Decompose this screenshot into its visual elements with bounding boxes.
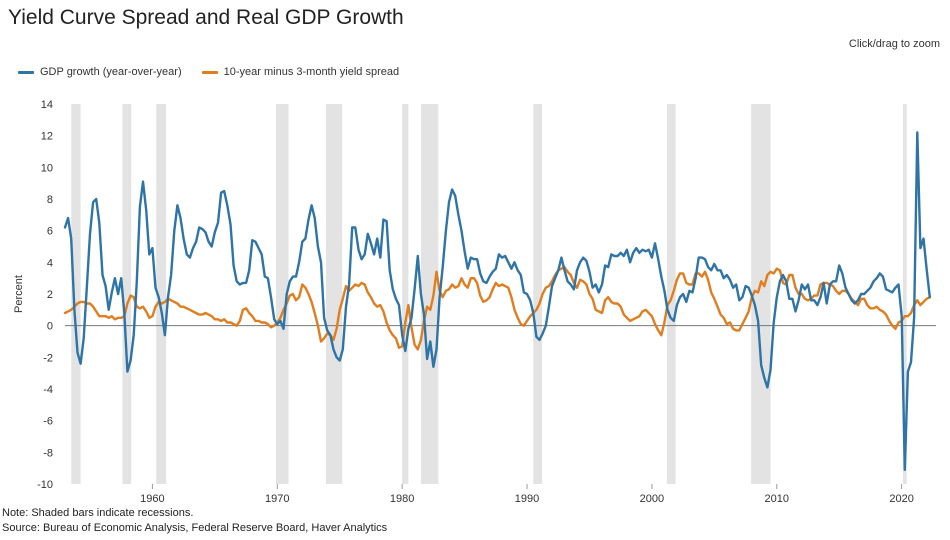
recession-bar-0: [71, 104, 81, 484]
footer-source: Source: Bureau of Economic Analysis, Fed…: [2, 522, 388, 534]
y-tick-label: -8: [43, 447, 53, 459]
y-tick-label: -6: [43, 416, 53, 428]
y-tick-label: -2: [43, 352, 53, 364]
x-axis: 1960 1970 1980 1990 2000 2010 2020: [140, 484, 914, 505]
legend-item-gdp[interactable]: GDP growth (year-over-year): [18, 66, 182, 78]
x-tick-label: 1960: [140, 493, 164, 505]
recession-bar-3: [276, 104, 289, 484]
recession-bar-1: [122, 104, 132, 484]
x-tick-label: 1980: [390, 493, 414, 505]
y-axis: -10 -8 -6 -4 -2 0 2 4 6 8 10 12 14: [37, 99, 53, 491]
y-tick-label: 10: [41, 162, 53, 174]
recession-bar-10: [902, 104, 907, 484]
y-tick-label: -4: [43, 384, 53, 396]
legend-label-spread: 10-year minus 3-month yield spread: [223, 66, 400, 78]
series-line-spread[interactable]: [63, 265, 931, 351]
y-axis-title: Percent: [13, 275, 25, 313]
legend-swatch-gdp: [18, 70, 34, 74]
series-line-gdp[interactable]: [63, 131, 931, 471]
recession-bar-6: [420, 104, 439, 484]
legend-label-gdp: GDP growth (year-over-year): [40, 66, 182, 78]
legend: GDP growth (year-over-year) 10-year minu…: [18, 66, 399, 78]
x-tick-label: 1990: [515, 493, 539, 505]
recession-bars: [71, 104, 907, 484]
chart-title: Yield Curve Spread and Real GDP Growth: [8, 6, 404, 29]
y-tick-label: 8: [47, 194, 53, 206]
recession-bar-7: [533, 104, 543, 484]
recession-bar-4: [325, 104, 343, 484]
footer-note: Note: Shaded bars indicate recessions.: [2, 507, 194, 519]
x-tick-label: 1970: [265, 493, 289, 505]
y-tick-label: 2: [47, 289, 53, 301]
legend-swatch-spread: [201, 70, 218, 74]
y-tick-label: 0: [47, 321, 53, 333]
series-lines: [63, 131, 931, 471]
y-tick-label: 12: [41, 131, 53, 143]
recession-bar-2: [156, 104, 167, 484]
x-tick-label: 2010: [765, 493, 789, 505]
recession-bar-8: [666, 104, 676, 484]
recession-bar-5: [402, 104, 409, 484]
legend-item-spread[interactable]: 10-year minus 3-month yield spread: [201, 66, 400, 78]
y-tick-label: 6: [47, 226, 53, 238]
y-tick-label: -10: [37, 479, 53, 491]
recession-bar-9: [751, 104, 771, 484]
zoom-hint: Click/drag to zoom: [848, 38, 940, 50]
x-tick-label: 2020: [889, 493, 913, 505]
y-tick-label: 4: [47, 257, 53, 269]
y-tick-label: 14: [41, 99, 53, 111]
x-tick-label: 2000: [640, 493, 664, 505]
